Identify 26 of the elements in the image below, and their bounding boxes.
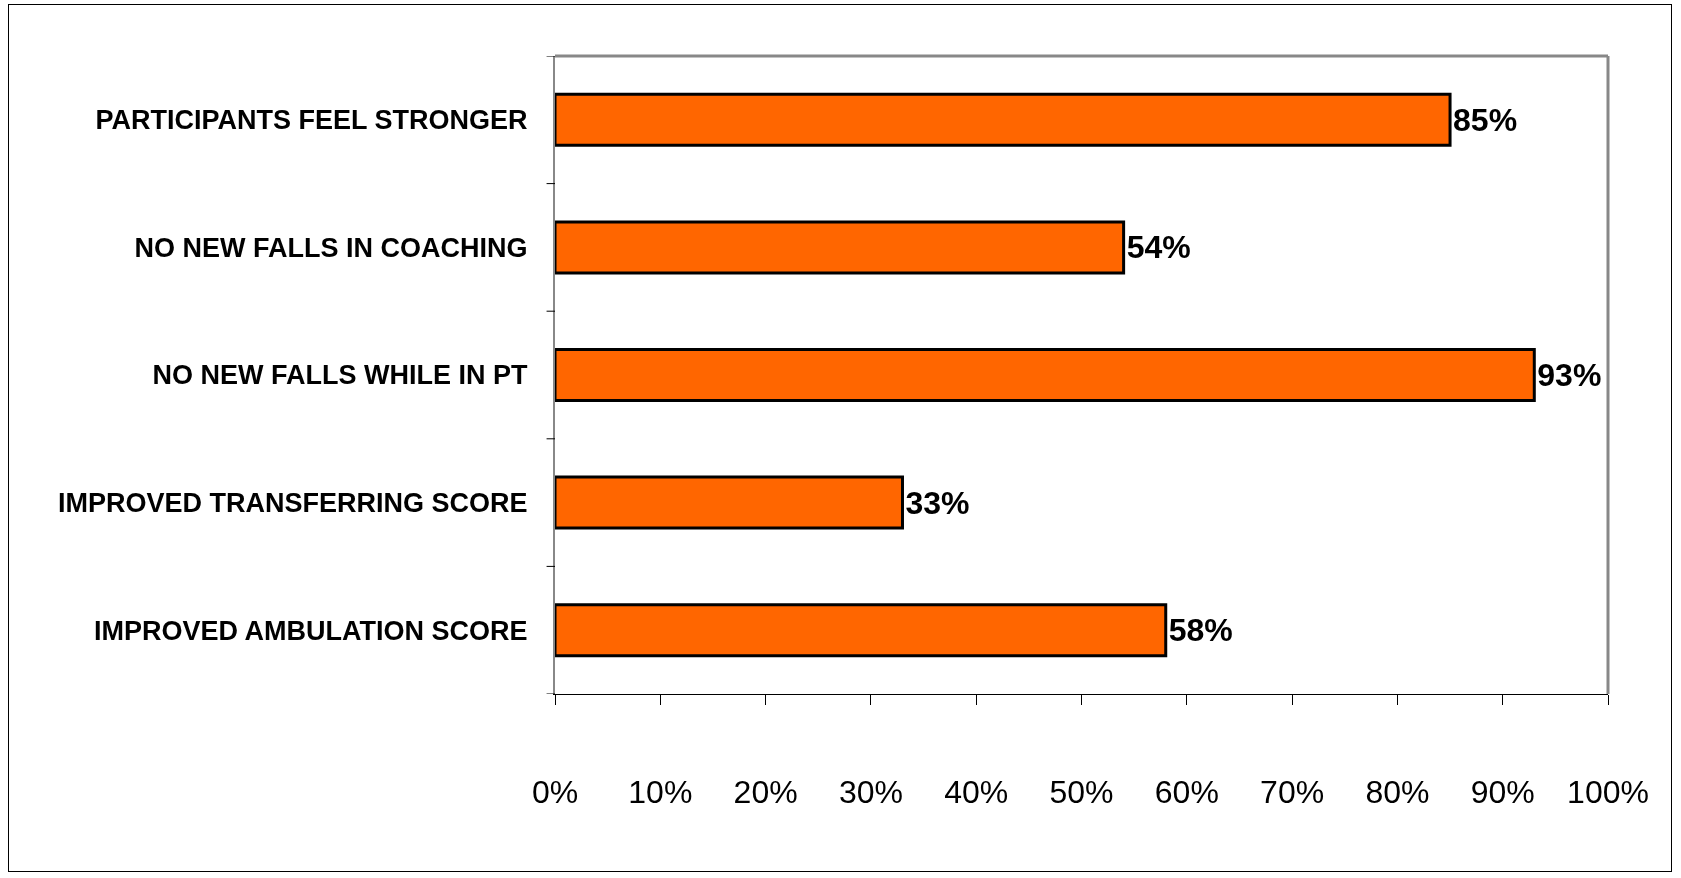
data-label: 93% (1537, 357, 1602, 393)
y-tick-label: PARTICIPANTS FEEL STRONGER (95, 105, 528, 136)
x-tick-label: 30% (838, 774, 903, 811)
y-tick-label: NO NEW FALLS WHILE IN PT (152, 360, 529, 391)
y-tick-label: IMPROVED TRANSFERRING SCORE (58, 488, 528, 519)
bar (555, 603, 1168, 658)
bar (555, 220, 1126, 275)
data-label: 33% (905, 484, 970, 521)
data-label: 54% (1126, 229, 1191, 266)
data-label: 85% (1453, 101, 1518, 138)
x-tick-label: 40% (944, 774, 1009, 811)
bar (555, 347, 1536, 403)
x-tick-label: 100% (1567, 774, 1649, 811)
x-tick-label: 50% (1049, 774, 1114, 811)
x-tick-label: 70% (1260, 774, 1325, 811)
x-tick-label: 10% (628, 774, 693, 811)
x-tick-label: 80% (1365, 774, 1430, 811)
y-tick-label: IMPROVED AMBULATION SCORE (94, 615, 528, 646)
bar (555, 475, 904, 530)
bar (555, 92, 1452, 147)
x-tick-label: 90% (1470, 774, 1535, 811)
x-tick-label: 0% (531, 774, 579, 811)
x-tick-label: 60% (1154, 774, 1219, 811)
x-tick-label: 20% (733, 774, 798, 811)
y-tick-label: NO NEW FALLS IN COACHING (134, 232, 528, 263)
data-label: 58% (1168, 612, 1233, 649)
